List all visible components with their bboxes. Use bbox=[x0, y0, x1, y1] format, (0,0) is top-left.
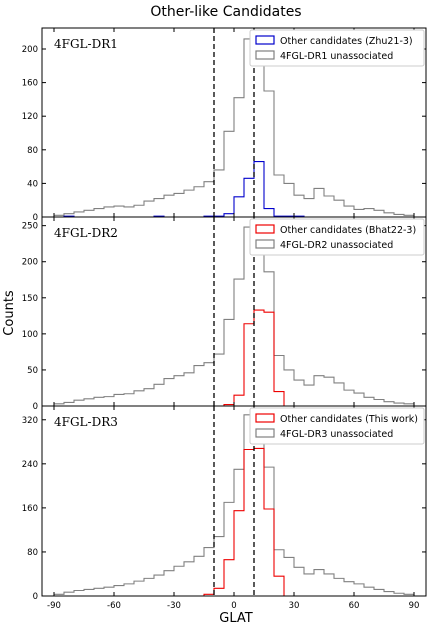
y-tick-label: 200 bbox=[22, 45, 38, 55]
legend-entry: 4FGL-DR3 unassociated bbox=[280, 429, 393, 440]
y-tick-label: 0 bbox=[33, 213, 38, 223]
legend-swatch bbox=[255, 224, 275, 234]
x-tick-label: 30 bbox=[289, 601, 300, 611]
panel-label: 4FGL-DR1 bbox=[54, 37, 118, 51]
y-tick-label: 80 bbox=[27, 548, 38, 558]
legend-entry: 4FGL-DR1 unassociated bbox=[280, 51, 393, 62]
y-tick-label: 0 bbox=[33, 402, 38, 412]
unassociated-histogram bbox=[53, 226, 415, 406]
unassociated-histogram bbox=[53, 414, 415, 596]
y-tick-label: 80 bbox=[27, 146, 38, 156]
legend-swatch bbox=[255, 35, 275, 45]
legend-entry: Other candidates (Zhu21-3) bbox=[280, 36, 413, 47]
y-tick-label: 160 bbox=[22, 504, 38, 514]
legend-swatch bbox=[255, 428, 275, 438]
x-tick-label: -30 bbox=[167, 601, 181, 611]
x-axis-label: GLAT bbox=[219, 611, 252, 626]
panel-label: 4FGL-DR3 bbox=[54, 415, 118, 429]
panels: 0 40 80 120 160 200 4FGL-DR1 Other candidates (… bbox=[22, 27, 427, 611]
y-tick-label: 40 bbox=[27, 179, 38, 189]
y-tick-label: 160 bbox=[22, 79, 38, 89]
y-tick-label: 0 bbox=[33, 592, 38, 602]
legend-entry: Other candidates (Bhat22-3) bbox=[280, 225, 416, 236]
y-tick-label: 50 bbox=[27, 366, 38, 376]
y-tick-label: 100 bbox=[22, 330, 38, 340]
legend-entry: 4FGL-DR2 unassociated bbox=[280, 240, 393, 251]
legend-box bbox=[249, 218, 425, 256]
panel-3: 0 80 160 240 320 -90 -60 -30 0 30 60 90 4FGL-DR3 Othe… bbox=[22, 405, 427, 611]
legend-entry: Other candidates (This work) bbox=[280, 414, 418, 425]
panel-1: 0 40 80 120 160 200 4FGL-DR1 Other candidates (… bbox=[22, 27, 427, 223]
legend-swatch bbox=[255, 413, 275, 423]
y-axis-label: Counts bbox=[2, 290, 17, 336]
y-tick-label: 150 bbox=[22, 294, 38, 304]
y-tick-label: 120 bbox=[22, 112, 38, 122]
legend-swatch bbox=[255, 50, 275, 60]
y-tick-label: 200 bbox=[22, 258, 38, 268]
x-tick-label: -60 bbox=[107, 601, 121, 611]
legend-box bbox=[249, 407, 425, 445]
x-tick-label: -90 bbox=[47, 601, 61, 611]
figure-title: Other-like Candidates bbox=[150, 4, 301, 20]
legend-swatch bbox=[255, 239, 275, 249]
panel-2: 0 50 100 150 200 250 4FGL-DR2 Other candidates … bbox=[22, 216, 427, 412]
y-tick-label: 240 bbox=[22, 460, 38, 470]
x-tick-label: 60 bbox=[349, 601, 360, 611]
x-tick-label: 90 bbox=[409, 601, 420, 611]
unassociated-histogram bbox=[53, 38, 415, 217]
panel-label: 4FGL-DR2 bbox=[54, 226, 118, 240]
legend-box bbox=[249, 29, 425, 67]
x-tick-label: 0 bbox=[231, 601, 236, 611]
y-tick-label: 320 bbox=[22, 416, 38, 426]
y-tick-label: 250 bbox=[22, 222, 38, 232]
